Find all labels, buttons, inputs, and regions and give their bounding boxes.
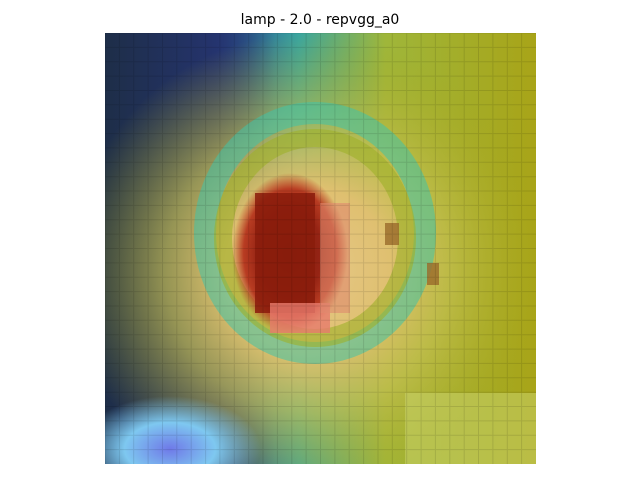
figure-title: lamp - 2.0 - repvgg_a0	[240, 12, 400, 28]
heatmap-overlay	[105, 33, 536, 464]
heatmap-image	[105, 33, 536, 464]
